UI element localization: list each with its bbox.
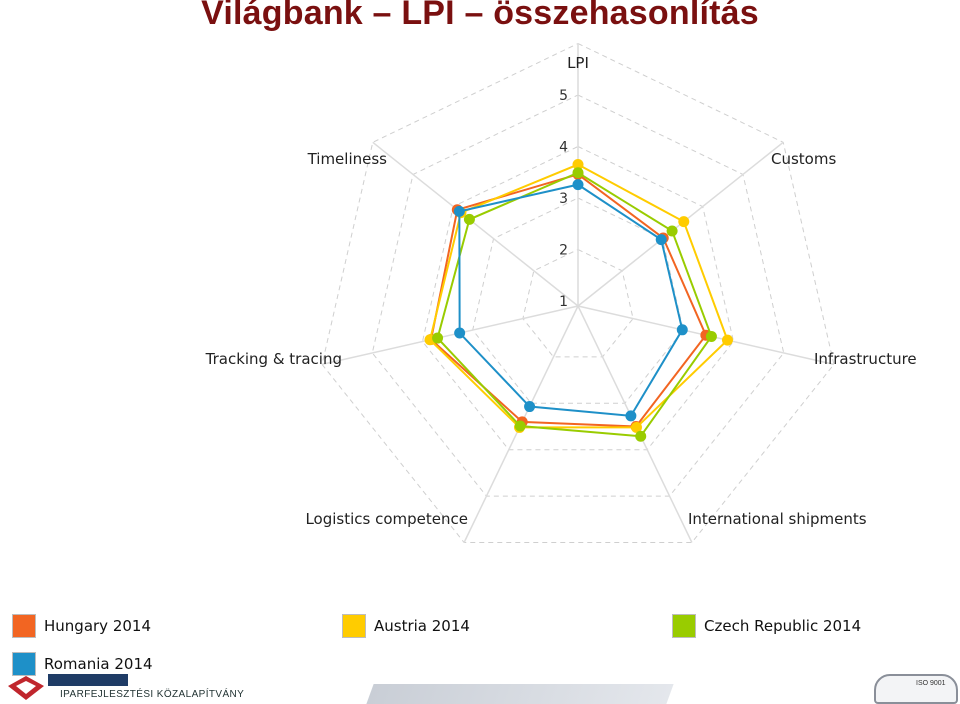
footer-org-name: IPARFEJLESZTÉSI KÖZALAPÍTVÁNY <box>60 689 245 700</box>
series-point <box>453 205 465 217</box>
axis-label: LPI <box>567 54 589 72</box>
legend-swatch <box>672 614 696 638</box>
axis-spoke <box>321 305 579 366</box>
footer-decorative-band <box>366 684 674 704</box>
series-romania-2014 <box>453 179 688 422</box>
series-point <box>655 234 667 246</box>
series-point <box>432 332 444 344</box>
legend-item: Romania 2014 <box>12 652 153 676</box>
legend-item: Czech Republic 2014 <box>672 614 861 638</box>
series-line <box>458 183 684 417</box>
series-point <box>454 327 466 339</box>
axis-spoke <box>372 141 579 307</box>
ipa-logo-icon <box>8 674 128 700</box>
series-point <box>572 179 584 191</box>
series-point <box>678 216 690 228</box>
iso-badge-icon <box>874 674 958 704</box>
legend-swatch <box>12 614 36 638</box>
grid-ring <box>472 197 684 404</box>
axis-label: International shipments <box>688 510 867 528</box>
series-point <box>514 420 526 432</box>
legend-swatch <box>342 614 366 638</box>
legend-item: Hungary 2014 <box>12 614 151 638</box>
legend-item: Austria 2014 <box>342 614 470 638</box>
series-point <box>721 334 733 346</box>
iso-badge-text: ISO 9001 <box>916 680 946 687</box>
series-czech-republic-2014 <box>432 167 717 442</box>
series-point <box>572 159 584 171</box>
series-point <box>524 401 536 413</box>
series-point <box>463 213 475 225</box>
legend-label: Romania 2014 <box>44 655 153 673</box>
tick-label: 1 <box>559 294 568 310</box>
radar-axes <box>321 43 835 543</box>
series-point <box>705 330 717 342</box>
series-point <box>625 410 637 422</box>
series-hungary-2014 <box>425 168 712 433</box>
radar-series <box>424 159 733 442</box>
tick-label: 4 <box>559 140 568 156</box>
tick-label: 5 <box>559 88 568 104</box>
series-point <box>666 225 678 237</box>
tick-label: 2 <box>559 243 568 259</box>
series-line <box>429 173 708 428</box>
series-point <box>572 167 584 179</box>
series-line <box>428 163 729 429</box>
series-point <box>635 430 647 442</box>
radar-grid <box>321 42 835 544</box>
axis-label: Customs <box>771 150 836 168</box>
legend-label: Hungary 2014 <box>44 617 151 635</box>
tick-label: 3 <box>559 191 568 207</box>
grid-ring <box>321 42 835 544</box>
axis-label: Timeliness <box>307 150 388 168</box>
grid-ring <box>522 248 634 358</box>
series-line <box>436 171 713 438</box>
series-point <box>630 421 642 433</box>
slide-title: Világbank – LPI – összehasonlítás <box>201 0 759 32</box>
axis-label: Logistics competence <box>305 510 468 528</box>
legend-label: Czech Republic 2014 <box>704 617 862 635</box>
series-point <box>676 324 688 336</box>
legend-label: Austria 2014 <box>374 617 470 635</box>
legend-swatch <box>12 652 36 676</box>
axis-label: Tracking & tracing <box>205 350 342 368</box>
grid-ring <box>371 94 785 497</box>
axis-label: Infrastructure <box>814 350 917 368</box>
series-austria-2014 <box>424 159 733 433</box>
radar-labels: 1 2 3 4 5 LPI Customs Infrastructure Internation… <box>205 54 917 528</box>
